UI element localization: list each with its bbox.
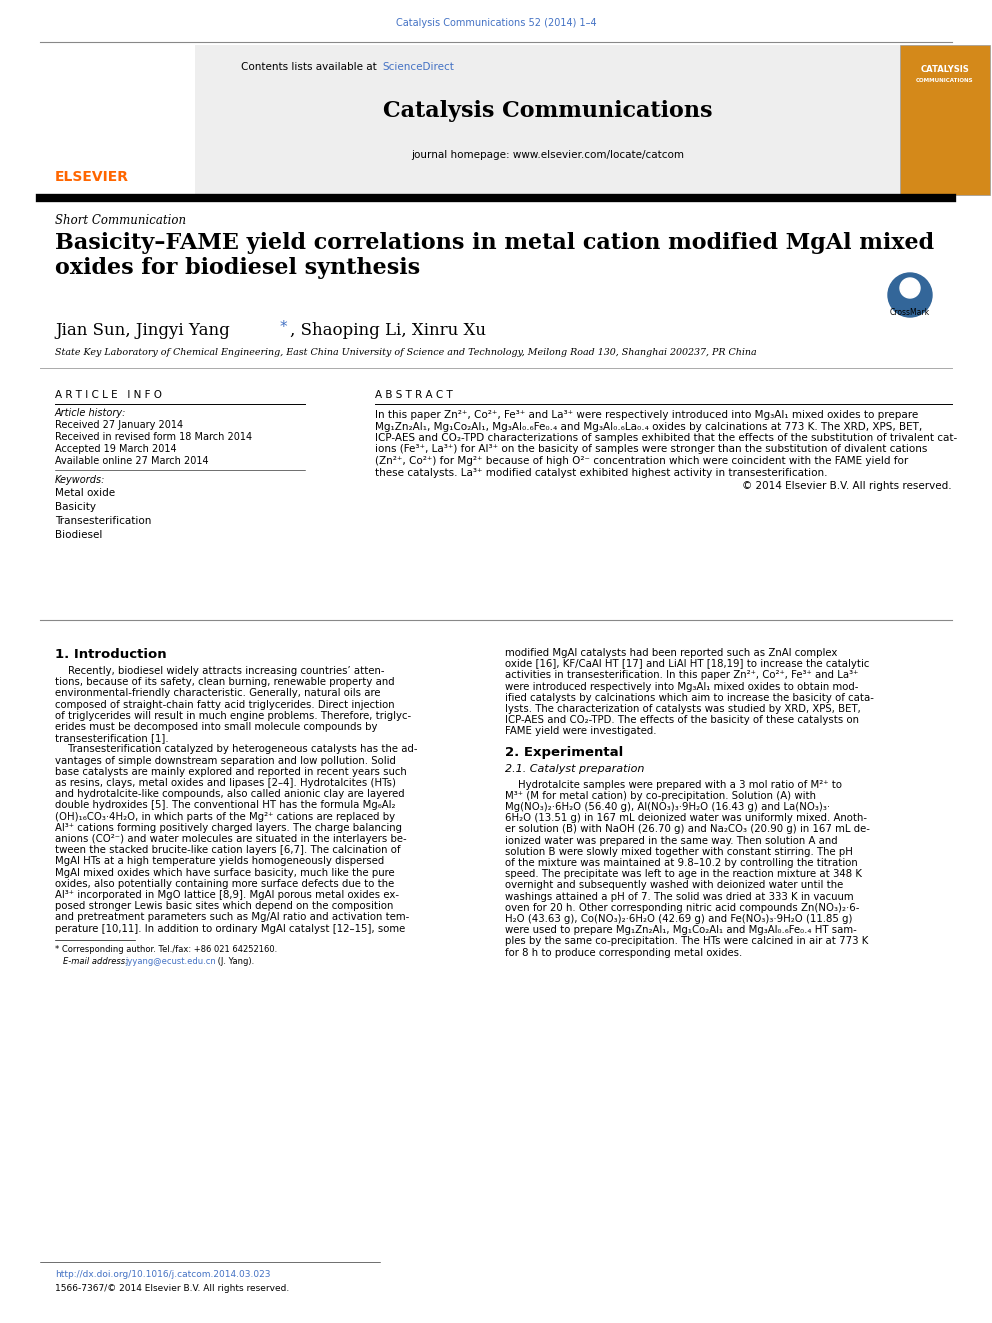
Text: solution B were slowly mixed together with constant stirring. The pH: solution B were slowly mixed together wi… bbox=[505, 847, 853, 857]
Text: E-mail address:: E-mail address: bbox=[63, 957, 131, 966]
Text: 6H₂O (13.51 g) in 167 mL deionized water was uniformly mixed. Anoth-: 6H₂O (13.51 g) in 167 mL deionized water… bbox=[505, 814, 867, 823]
Text: overnight and subsequently washed with deionized water until the: overnight and subsequently washed with d… bbox=[505, 880, 843, 890]
Text: Biodiesel: Biodiesel bbox=[55, 531, 102, 540]
Text: Mg(NO₃)₂·6H₂O (56.40 g), Al(NO₃)₃·9H₂O (16.43 g) and La(NO₃)₃·: Mg(NO₃)₂·6H₂O (56.40 g), Al(NO₃)₃·9H₂O (… bbox=[505, 802, 830, 812]
Text: 2.1. Catalyst preparation: 2.1. Catalyst preparation bbox=[505, 763, 645, 774]
Text: CATALYSIS: CATALYSIS bbox=[921, 65, 969, 74]
Text: lysts. The characterization of catalysts was studied by XRD, XPS, BET,: lysts. The characterization of catalysts… bbox=[505, 704, 861, 714]
Text: MgAl HTs at a high temperature yields homogeneously dispersed: MgAl HTs at a high temperature yields ho… bbox=[55, 856, 384, 867]
Text: and hydrotalcite-like compounds, also called anionic clay are layered: and hydrotalcite-like compounds, also ca… bbox=[55, 790, 405, 799]
Text: Recently, biodiesel widely attracts increasing countries’ atten-: Recently, biodiesel widely attracts incr… bbox=[55, 665, 385, 676]
Text: M³⁺ (M for metal cation) by co-precipitation. Solution (A) with: M³⁺ (M for metal cation) by co-precipita… bbox=[505, 791, 816, 800]
Text: Received in revised form 18 March 2014: Received in revised form 18 March 2014 bbox=[55, 433, 252, 442]
Text: speed. The precipitate was left to age in the reaction mixture at 348 K: speed. The precipitate was left to age i… bbox=[505, 869, 862, 880]
Text: Catalysis Communications: Catalysis Communications bbox=[383, 101, 712, 122]
Text: of the mixture was maintained at 9.8–10.2 by controlling the titration: of the mixture was maintained at 9.8–10.… bbox=[505, 859, 858, 868]
Text: 1. Introduction: 1. Introduction bbox=[55, 648, 167, 662]
Text: double hydroxides [5]. The conventional HT has the formula Mg₆Al₂: double hydroxides [5]. The conventional … bbox=[55, 800, 396, 811]
Text: these catalysts. La³⁺ modified catalyst exhibited highest activity in transester: these catalysts. La³⁺ modified catalyst … bbox=[375, 467, 827, 478]
Text: * Corresponding author. Tel./fax: +86 021 64252160.: * Corresponding author. Tel./fax: +86 02… bbox=[55, 945, 277, 954]
Text: washings attained a pH of 7. The solid was dried at 333 K in vacuum: washings attained a pH of 7. The solid w… bbox=[505, 892, 854, 901]
Text: ICP-AES and CO₂-TPD characterizations of samples exhibited that the effects of t: ICP-AES and CO₂-TPD characterizations of… bbox=[375, 433, 957, 443]
Text: base catalysts are mainly explored and reported in recent years such: base catalysts are mainly explored and r… bbox=[55, 767, 407, 777]
Text: (OH)₁₆CO₃·4H₂O, in which parts of the Mg²⁺ cations are replaced by: (OH)₁₆CO₃·4H₂O, in which parts of the Mg… bbox=[55, 811, 395, 822]
Text: (Zn²⁺, Co²⁺) for Mg²⁺ because of high O²⁻ concentration which were coincident wi: (Zn²⁺, Co²⁺) for Mg²⁺ because of high O²… bbox=[375, 456, 909, 466]
Text: erides must be decomposed into small molecule compounds by: erides must be decomposed into small mol… bbox=[55, 722, 378, 732]
Text: as resins, clays, metal oxides and lipases [2–4]. Hydrotalcites (HTs): as resins, clays, metal oxides and lipas… bbox=[55, 778, 396, 789]
Text: Accepted 19 March 2014: Accepted 19 March 2014 bbox=[55, 445, 177, 454]
Text: Transesterification catalyzed by heterogeneous catalysts has the ad-: Transesterification catalyzed by heterog… bbox=[55, 745, 418, 754]
Text: A R T I C L E   I N F O: A R T I C L E I N F O bbox=[55, 390, 162, 400]
Text: Hydrotalcite samples were prepared with a 3 mol ratio of M²⁺ to: Hydrotalcite samples were prepared with … bbox=[505, 779, 842, 790]
Text: ScienceDirect: ScienceDirect bbox=[382, 62, 454, 71]
Text: environmental-friendly characteristic. Generally, natural oils are: environmental-friendly characteristic. G… bbox=[55, 688, 381, 699]
Text: journal homepage: www.elsevier.com/locate/catcom: journal homepage: www.elsevier.com/locat… bbox=[412, 149, 684, 160]
Text: activities in transesterification. In this paper Zn²⁺, Co²⁺, Fe³⁺ and La³⁺: activities in transesterification. In th… bbox=[505, 671, 858, 680]
Circle shape bbox=[888, 273, 932, 318]
Text: ionized water was prepared in the same way. Then solution A and: ionized water was prepared in the same w… bbox=[505, 836, 837, 845]
Text: 2. Experimental: 2. Experimental bbox=[505, 746, 623, 758]
Text: ICP-AES and CO₂-TPD. The effects of the basicity of these catalysts on: ICP-AES and CO₂-TPD. The effects of the … bbox=[505, 716, 859, 725]
Text: Article history:: Article history: bbox=[55, 407, 126, 418]
Text: Short Communication: Short Communication bbox=[55, 214, 186, 228]
Text: vantages of simple downstream separation and low pollution. Solid: vantages of simple downstream separation… bbox=[55, 755, 396, 766]
Text: FAME yield were investigated.: FAME yield were investigated. bbox=[505, 726, 657, 737]
Text: COMMUNICATIONS: COMMUNICATIONS bbox=[917, 78, 974, 83]
Text: CrossMark: CrossMark bbox=[890, 308, 930, 318]
Text: Mg₁Zn₂Al₁, Mg₁Co₂Al₁, Mg₃Al₀.₆Fe₀.₄ and Mg₃Al₀.₆La₀.₄ oxides by calcinations at : Mg₁Zn₂Al₁, Mg₁Co₂Al₁, Mg₃Al₀.₆Fe₀.₄ and … bbox=[375, 422, 923, 431]
Text: Keywords:: Keywords: bbox=[55, 475, 105, 486]
Text: transesterification [1].: transesterification [1]. bbox=[55, 733, 169, 744]
Text: tween the stacked brucite-like cation layers [6,7]. The calcination of: tween the stacked brucite-like cation la… bbox=[55, 845, 401, 855]
Text: modified MgAl catalysts had been reported such as ZnAl complex: modified MgAl catalysts had been reporte… bbox=[505, 648, 837, 658]
Text: Metal oxide: Metal oxide bbox=[55, 488, 115, 497]
Text: Received 27 January 2014: Received 27 January 2014 bbox=[55, 419, 184, 430]
Text: er solution (B) with NaOH (26.70 g) and Na₂CO₃ (20.90 g) in 167 mL de-: er solution (B) with NaOH (26.70 g) and … bbox=[505, 824, 870, 835]
Text: were used to prepare Mg₁Zn₂Al₁, Mg₁Co₂Al₁ and Mg₃Al₀.₆Fe₀.₄ HT sam-: were used to prepare Mg₁Zn₂Al₁, Mg₁Co₂Al… bbox=[505, 925, 857, 935]
Text: In this paper Zn²⁺, Co²⁺, Fe³⁺ and La³⁺ were respectively introduced into Mg₃Al₁: In this paper Zn²⁺, Co²⁺, Fe³⁺ and La³⁺ … bbox=[375, 410, 919, 419]
Text: jyyang@ecust.edu.cn: jyyang@ecust.edu.cn bbox=[125, 957, 215, 966]
Text: ples by the same co-precipitation. The HTs were calcined in air at 773 K: ples by the same co-precipitation. The H… bbox=[505, 937, 868, 946]
Text: were introduced respectively into Mg₃Al₁ mixed oxides to obtain mod-: were introduced respectively into Mg₃Al₁… bbox=[505, 681, 858, 692]
Text: Basicity–FAME yield correlations in metal cation modified MgAl mixed
oxides for : Basicity–FAME yield correlations in meta… bbox=[55, 232, 934, 279]
Text: Basicity: Basicity bbox=[55, 501, 96, 512]
Text: and pretreatment parameters such as Mg/Al ratio and activation tem-: and pretreatment parameters such as Mg/A… bbox=[55, 913, 410, 922]
Bar bbox=[195, 45, 900, 194]
Text: , Shaoping Li, Xinru Xu: , Shaoping Li, Xinru Xu bbox=[290, 321, 486, 339]
Text: composed of straight-chain fatty acid triglycerides. Direct injection: composed of straight-chain fatty acid tr… bbox=[55, 700, 395, 709]
Text: Contents lists available at: Contents lists available at bbox=[241, 62, 380, 71]
Text: for 8 h to produce corresponding metal oxides.: for 8 h to produce corresponding metal o… bbox=[505, 947, 742, 958]
Text: State Key Laboratory of Chemical Engineering, East China University of Science a: State Key Laboratory of Chemical Enginee… bbox=[55, 348, 757, 357]
Text: ions (Fe³⁺, La³⁺) for Al³⁺ on the basicity of samples were stronger than the sub: ions (Fe³⁺, La³⁺) for Al³⁺ on the basici… bbox=[375, 445, 928, 455]
Text: Catalysis Communications 52 (2014) 1–4: Catalysis Communications 52 (2014) 1–4 bbox=[396, 19, 596, 28]
Text: tions, because of its safety, clean burning, renewable property and: tions, because of its safety, clean burn… bbox=[55, 677, 395, 687]
Bar bbox=[40, 45, 195, 194]
Text: perature [10,11]. In addition to ordinary MgAl catalyst [12–15], some: perature [10,11]. In addition to ordinar… bbox=[55, 923, 406, 934]
Text: posed stronger Lewis basic sites which depend on the composition: posed stronger Lewis basic sites which d… bbox=[55, 901, 394, 912]
Text: A B S T R A C T: A B S T R A C T bbox=[375, 390, 452, 400]
Circle shape bbox=[900, 278, 920, 298]
Text: MgAl mixed oxides which have surface basicity, much like the pure: MgAl mixed oxides which have surface bas… bbox=[55, 868, 395, 877]
Text: ELSEVIER: ELSEVIER bbox=[55, 169, 129, 184]
Text: (J. Yang).: (J. Yang). bbox=[215, 957, 254, 966]
Text: H₂O (43.63 g), Co(NO₃)₂·6H₂O (42.69 g) and Fe(NO₃)₃·9H₂O (11.85 g): H₂O (43.63 g), Co(NO₃)₂·6H₂O (42.69 g) a… bbox=[505, 914, 852, 923]
Text: © 2014 Elsevier B.V. All rights reserved.: © 2014 Elsevier B.V. All rights reserved… bbox=[742, 482, 952, 491]
Text: oxide [16], KF/CaAl HT [17] and LiAl HT [18,19] to increase the catalytic: oxide [16], KF/CaAl HT [17] and LiAl HT … bbox=[505, 659, 869, 669]
Text: Transesterification: Transesterification bbox=[55, 516, 152, 527]
Text: *: * bbox=[280, 320, 288, 335]
Text: anions (CO²⁻) and water molecules are situated in the interlayers be-: anions (CO²⁻) and water molecules are si… bbox=[55, 833, 407, 844]
Text: http://dx.doi.org/10.1016/j.catcom.2014.03.023: http://dx.doi.org/10.1016/j.catcom.2014.… bbox=[55, 1270, 271, 1279]
Text: Jian Sun, Jingyi Yang: Jian Sun, Jingyi Yang bbox=[55, 321, 235, 339]
Text: 1566-7367/© 2014 Elsevier B.V. All rights reserved.: 1566-7367/© 2014 Elsevier B.V. All right… bbox=[55, 1285, 290, 1293]
Text: Al³⁺ incorporated in MgO lattice [8,9]. MgAl porous metal oxides ex-: Al³⁺ incorporated in MgO lattice [8,9]. … bbox=[55, 890, 399, 900]
Text: ified catalysts by calcinations which aim to increase the basicity of cata-: ified catalysts by calcinations which ai… bbox=[505, 693, 874, 703]
Text: oven for 20 h. Other corresponding nitric acid compounds Zn(NO₃)₂·6-: oven for 20 h. Other corresponding nitri… bbox=[505, 902, 859, 913]
Text: Al³⁺ cations forming positively charged layers. The charge balancing: Al³⁺ cations forming positively charged … bbox=[55, 823, 402, 832]
Bar bbox=[900, 45, 990, 194]
Text: oxides, also potentially containing more surface defects due to the: oxides, also potentially containing more… bbox=[55, 878, 394, 889]
Text: Available online 27 March 2014: Available online 27 March 2014 bbox=[55, 456, 208, 466]
Text: of triglycerides will result in much engine problems. Therefore, triglyc-: of triglycerides will result in much eng… bbox=[55, 710, 411, 721]
